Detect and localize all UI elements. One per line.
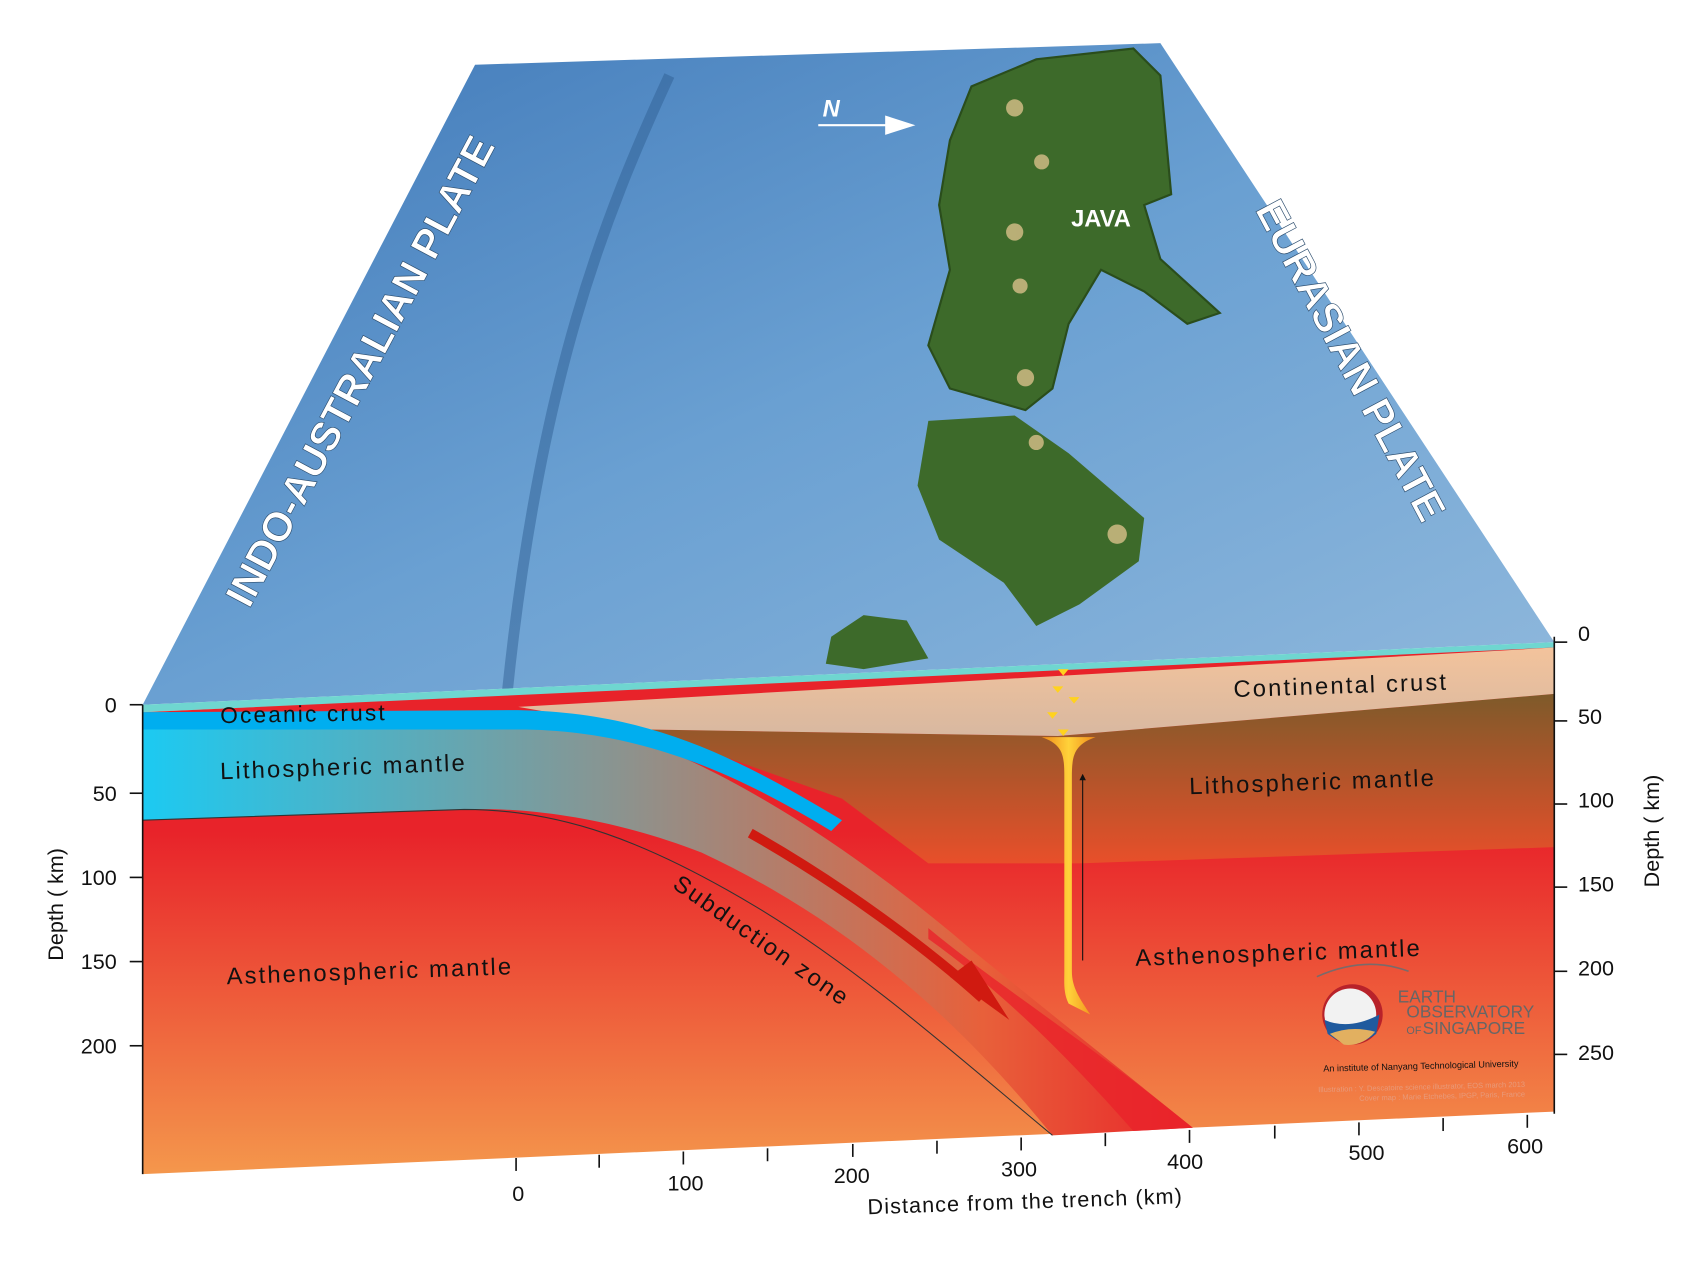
ocean-floor bbox=[142, 43, 1555, 705]
distance-tick-500: 500 bbox=[1348, 1140, 1384, 1165]
oceanic-crust-band bbox=[142, 710, 843, 831]
right-tick-150: 150 bbox=[1578, 871, 1614, 896]
slab-base-line bbox=[142, 808, 1053, 1136]
north-label: N bbox=[823, 97, 841, 123]
slab-red-edge bbox=[928, 928, 1193, 1132]
distance-tick-200: 200 bbox=[834, 1163, 870, 1188]
shelf-edge bbox=[142, 642, 1555, 713]
credit-cover-map: Cover map : Marie Etchebes, IPGP, Paris,… bbox=[1359, 1089, 1525, 1102]
island-small bbox=[825, 615, 929, 670]
trench-line bbox=[502, 73, 675, 692]
right-depth-axis bbox=[1553, 636, 1568, 1114]
distance-tick-400: 400 bbox=[1167, 1149, 1203, 1174]
right-tick-100: 100 bbox=[1578, 787, 1614, 812]
logo-observatory: OBSERVATORY bbox=[1406, 1002, 1534, 1022]
north-arrow: N bbox=[818, 97, 916, 135]
magma-conduit bbox=[1041, 737, 1096, 1015]
distance-tick-600: 600 bbox=[1507, 1134, 1543, 1159]
subduction-arrow-head bbox=[949, 960, 1010, 1020]
right-axis-label: Depth ( km) bbox=[1639, 775, 1664, 888]
subducting-slab bbox=[142, 712, 1193, 1136]
continental-crust bbox=[518, 647, 1555, 737]
continental-lithosphere bbox=[647, 693, 1555, 864]
surface-map: INDO-AUSTRALIAN PLATE EURASIAN PLATE JAV… bbox=[142, 43, 1555, 713]
cross-section: Oceanic crust Lithospheric mantle Asthen… bbox=[142, 647, 1555, 1175]
eos-logo: EARTH OBSERVATORY OF SINGAPORE An instit… bbox=[1316, 963, 1535, 1103]
distance-axis bbox=[515, 1114, 1529, 1171]
right-tick-50: 50 bbox=[1578, 704, 1602, 729]
left-tick-150: 150 bbox=[81, 949, 117, 974]
mountain-peaks bbox=[1006, 99, 1127, 544]
distance-tick-0: 0 bbox=[512, 1181, 524, 1206]
left-tick-100: 100 bbox=[81, 865, 117, 890]
left-tick-50: 50 bbox=[93, 781, 117, 806]
island-south bbox=[917, 415, 1145, 626]
right-tick-200: 200 bbox=[1578, 956, 1614, 981]
island-label-java: JAVA bbox=[1071, 207, 1131, 233]
right-tick-0: 0 bbox=[1578, 621, 1590, 646]
left-axis-label: Depth ( km) bbox=[43, 848, 68, 961]
logo-arc bbox=[1316, 963, 1409, 978]
logo-of: OF bbox=[1406, 1025, 1421, 1037]
right-tick-250: 250 bbox=[1578, 1040, 1614, 1065]
distance-tick-300: 300 bbox=[1001, 1156, 1037, 1181]
volcano-markers bbox=[1047, 669, 1080, 737]
left-tick-200: 200 bbox=[81, 1033, 117, 1058]
logo-earth: EARTH bbox=[1398, 987, 1456, 1007]
north-arrow-icon bbox=[885, 115, 916, 135]
java-island bbox=[927, 47, 1222, 412]
left-tick-0: 0 bbox=[105, 692, 117, 717]
distance-axis-label: Distance from the trench (km) bbox=[867, 1183, 1183, 1219]
label-oceanic-crust: Oceanic crust bbox=[220, 699, 387, 728]
logo-singapore: SINGAPORE bbox=[1423, 1018, 1526, 1038]
distance-tick-100: 100 bbox=[668, 1170, 704, 1195]
left-depth-axis bbox=[129, 703, 144, 1175]
